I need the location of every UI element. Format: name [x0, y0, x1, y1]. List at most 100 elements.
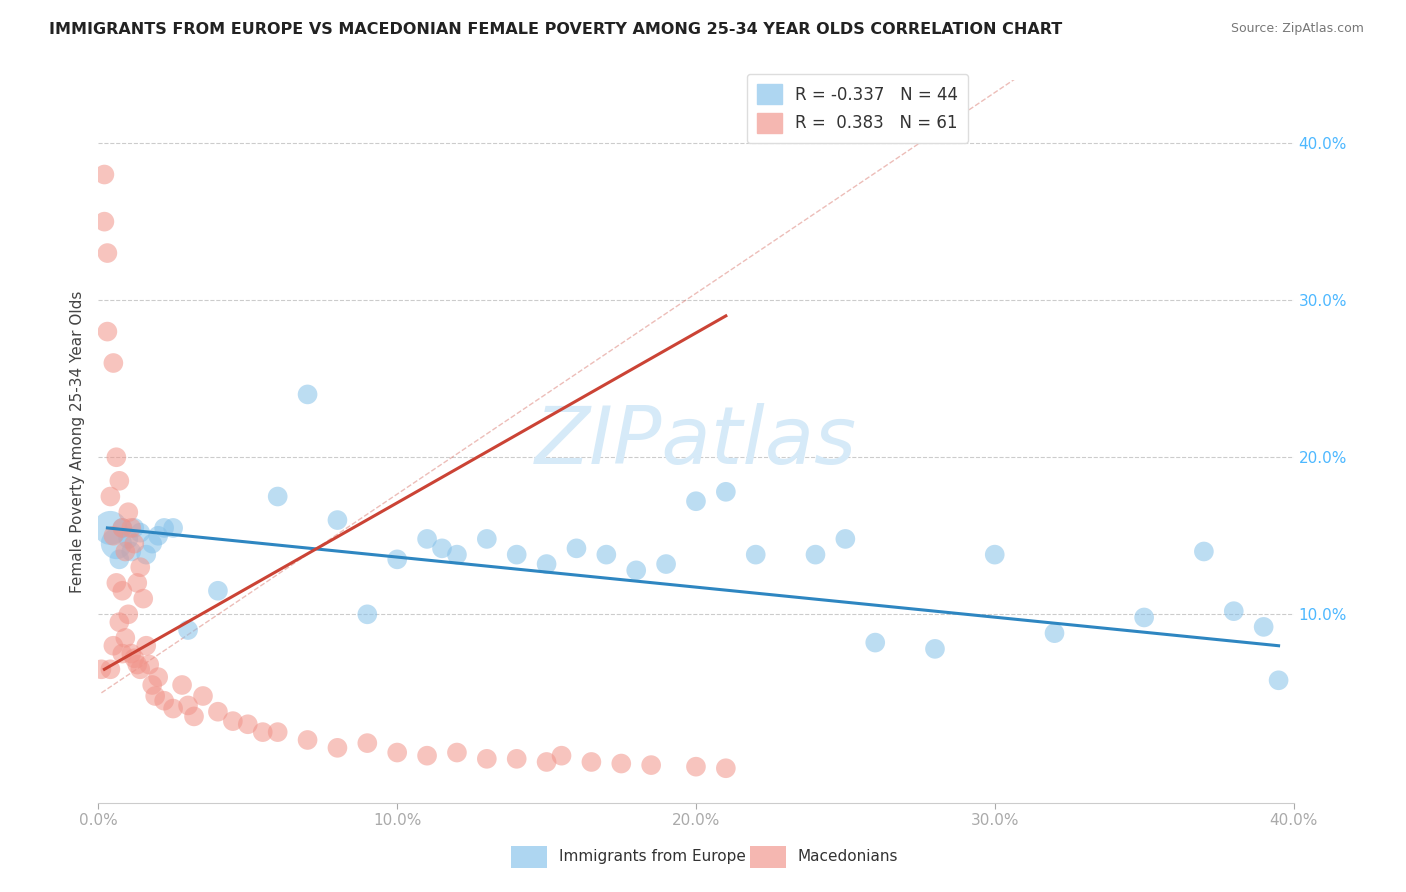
Point — [297, 733, 319, 747]
Point — [138, 657, 160, 672]
Point — [117, 505, 139, 519]
Point — [536, 557, 558, 571]
Point — [385, 552, 409, 566]
Point — [565, 541, 588, 556]
Legend: R = -0.337   N = 44, R =  0.383   N = 61: R = -0.337 N = 44, R = 0.383 N = 61 — [747, 74, 969, 143]
Point — [129, 560, 152, 574]
Point — [117, 532, 139, 546]
Point — [222, 714, 245, 728]
Point — [105, 450, 128, 465]
Text: Macedonians: Macedonians — [797, 849, 898, 864]
Point — [148, 529, 170, 543]
Point — [581, 755, 603, 769]
Point — [191, 689, 214, 703]
Point — [177, 623, 200, 637]
Point — [111, 647, 134, 661]
Point — [153, 521, 176, 535]
Point — [183, 709, 205, 723]
Point — [172, 678, 194, 692]
Point — [98, 662, 122, 676]
Point — [804, 548, 827, 562]
Point — [105, 536, 128, 550]
Point — [416, 532, 439, 546]
Point — [111, 583, 134, 598]
Point — [129, 662, 152, 676]
Point — [141, 536, 163, 550]
Point — [153, 694, 176, 708]
Point — [446, 746, 468, 760]
Point — [297, 387, 319, 401]
Text: Source: ZipAtlas.com: Source: ZipAtlas.com — [1230, 22, 1364, 36]
Point — [135, 548, 157, 562]
Point — [1133, 610, 1156, 624]
Point — [103, 529, 125, 543]
Point — [834, 532, 856, 546]
Point — [127, 575, 149, 590]
Point — [108, 552, 131, 566]
Point — [506, 548, 529, 562]
Point — [114, 544, 136, 558]
Point — [446, 548, 468, 562]
Point — [655, 557, 678, 571]
Point — [120, 647, 142, 661]
Point — [108, 615, 131, 630]
Point — [120, 544, 142, 558]
Point — [96, 246, 118, 260]
Point — [1223, 604, 1246, 618]
Point — [143, 689, 166, 703]
Point — [865, 635, 887, 649]
Point — [984, 548, 1007, 562]
Text: IMMIGRANTS FROM EUROPE VS MACEDONIAN FEMALE POVERTY AMONG 25-34 YEAR OLDS CORREL: IMMIGRANTS FROM EUROPE VS MACEDONIAN FEM… — [49, 22, 1063, 37]
Point — [385, 746, 409, 760]
Point — [1043, 626, 1066, 640]
Point — [475, 532, 498, 546]
Point — [236, 717, 259, 731]
Y-axis label: Female Poverty Among 25-34 Year Olds: Female Poverty Among 25-34 Year Olds — [69, 291, 84, 592]
Point — [141, 678, 163, 692]
Point — [1267, 673, 1289, 688]
Point — [132, 591, 155, 606]
Point — [356, 607, 378, 622]
Point — [105, 575, 128, 590]
Point — [162, 521, 184, 535]
Point — [93, 214, 115, 228]
Text: ZIPatlas: ZIPatlas — [534, 402, 858, 481]
Point — [162, 701, 184, 715]
Text: Immigrants from Europe: Immigrants from Europe — [558, 849, 745, 864]
Point — [506, 752, 529, 766]
Point — [127, 657, 149, 672]
Point — [129, 525, 152, 540]
Point — [103, 356, 125, 370]
Point — [207, 583, 229, 598]
Point — [430, 541, 453, 556]
Point — [536, 755, 558, 769]
Point — [416, 748, 439, 763]
Bar — [510, 847, 547, 868]
Point — [267, 725, 290, 739]
Point — [1253, 620, 1275, 634]
Point — [117, 607, 139, 622]
Point — [685, 494, 707, 508]
Point — [356, 736, 378, 750]
Point — [252, 725, 274, 739]
Point — [98, 490, 122, 504]
Point — [111, 521, 134, 535]
Point — [98, 521, 122, 535]
Point — [124, 651, 146, 665]
Point — [111, 521, 134, 535]
Point — [714, 761, 737, 775]
Point — [135, 639, 157, 653]
Bar — [749, 847, 786, 868]
Point — [108, 474, 131, 488]
Point — [626, 563, 648, 577]
Point — [640, 758, 662, 772]
Point — [124, 536, 146, 550]
Point — [326, 740, 349, 755]
Point — [96, 325, 118, 339]
Point — [90, 662, 112, 676]
Point — [177, 698, 200, 713]
Point — [267, 490, 290, 504]
Point — [475, 752, 498, 766]
Point — [326, 513, 349, 527]
Point — [610, 756, 633, 771]
